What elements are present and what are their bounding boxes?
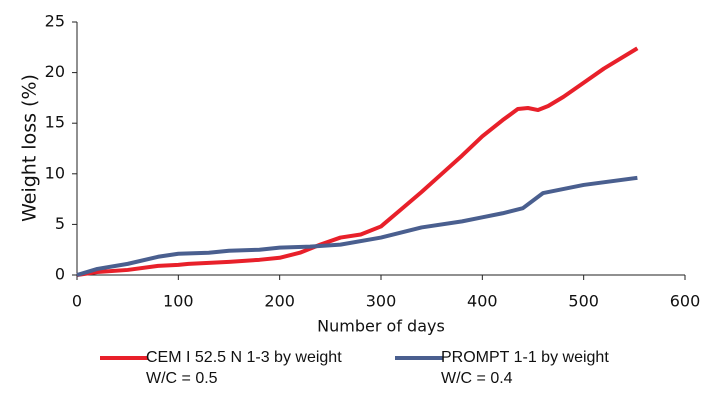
- legend-label: CEM I 52.5 N 1-3 by weight W/C = 0.5: [146, 349, 342, 387]
- x-tick-label: 600: [670, 292, 701, 311]
- x-tick-label: 400: [467, 292, 498, 311]
- chart: Weight loss (%) Number of days 0 5 10 15 20 2…: [19, 12, 701, 336]
- y-axis-label: Weight loss (%): [19, 74, 41, 222]
- legend-swatch: [395, 356, 443, 360]
- y-tick-label: 20: [45, 62, 65, 81]
- y-tick-label: 10: [45, 163, 65, 182]
- data-line: [76, 46, 639, 277]
- x-tick-label: 500: [568, 292, 599, 311]
- data-line: [76, 175, 638, 277]
- x-tick-label: 0: [72, 292, 82, 311]
- legend-swatch: [100, 356, 148, 360]
- x-tick-label: 100: [163, 292, 194, 311]
- y-tick-label: 15: [45, 113, 65, 132]
- legend-label: PROMPT 1-1 by weight W/C = 0.4: [441, 349, 609, 387]
- y-tick-label: 25: [45, 12, 65, 31]
- y-tick-label: 0: [55, 265, 65, 284]
- x-axis-label: Number of days: [317, 317, 445, 336]
- x-tick-label: 200: [264, 292, 295, 311]
- y-tick-label: 5: [55, 214, 65, 233]
- x-tick-label: 300: [366, 292, 397, 311]
